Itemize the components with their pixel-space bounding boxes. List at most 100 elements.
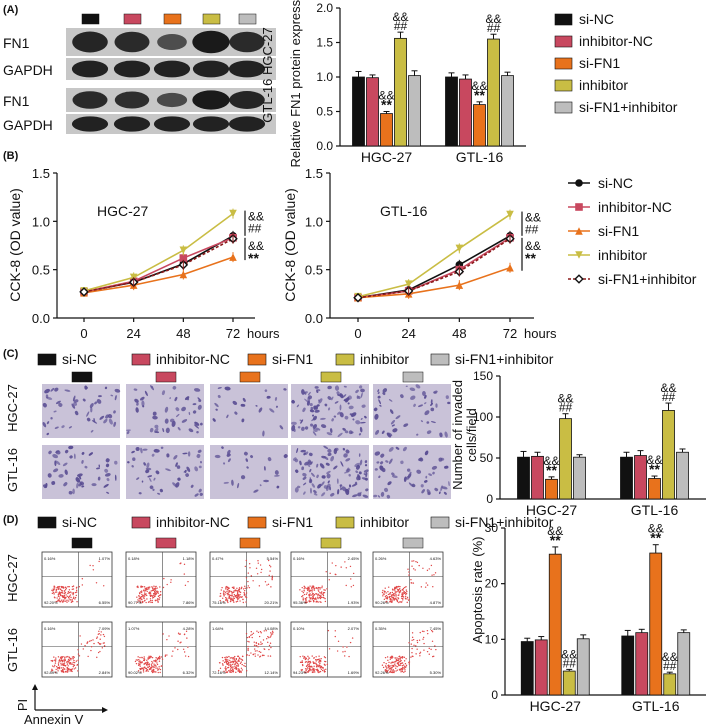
flow-plot-gtl16-dot — [138, 663, 140, 665]
flow-plot-gtl16-dot — [411, 639, 413, 642]
invasion-image-gtl16-cell — [323, 485, 329, 489]
invasion-image-gtl16-cell — [84, 465, 88, 469]
invasion-image-gtl16-cell — [231, 479, 234, 486]
flow-plot-gtl16-dot — [244, 662, 246, 665]
flow-plot-gtl16-dot — [237, 665, 239, 667]
flow-plot-hgc27-dot — [225, 588, 227, 590]
flow-plot-gtl16-dot — [404, 670, 406, 673]
flow-plot-hgc27-dot — [316, 593, 318, 595]
flow-plot-gtl16-dot — [247, 647, 249, 650]
invasion-image-hgc27-cell — [133, 388, 138, 391]
flow-plot-hgc27-dot — [140, 590, 143, 592]
flow-plot-hgc27-dot — [65, 600, 67, 602]
flow-plot-gtl16-dot — [422, 638, 424, 640]
flow-plot-gtl16-dot — [232, 669, 234, 672]
flow-plot-gtl16-dot — [256, 650, 258, 652]
flow-plot-gtl16-dot — [238, 670, 240, 672]
flow-plot-hgc27-dot — [303, 588, 305, 590]
flow-plot-hgc27-dot — [244, 587, 246, 590]
cck8-hgc27-significance-mark: ## — [248, 222, 262, 236]
flow-plot-hgc27-dot — [53, 588, 56, 590]
flow-plot-hgc27-dot — [228, 597, 230, 599]
flow-plot-gtl16-dot — [387, 664, 389, 667]
flow-plot-hgc27-dot — [386, 596, 389, 598]
flow-plot-hgc27-dot — [311, 598, 313, 600]
flow-plot-hgc27-dot — [76, 600, 78, 603]
blot-band — [228, 60, 266, 78]
invasion-image-gtl16-cell — [223, 481, 229, 484]
flow-plot-hgc27-dot — [385, 592, 387, 594]
flow-plot-gtl16-dot — [142, 659, 145, 662]
flow-plot-gtl16-dot — [226, 671, 229, 673]
flow-plot-hgc27-dot — [57, 599, 60, 601]
flow-plot-hgc27-dot — [231, 594, 233, 597]
flow-plot-hgc27-dot — [95, 582, 98, 584]
flow-plot-hgc27-dot — [324, 589, 326, 591]
flow-plot-gtl16-dot — [255, 641, 257, 644]
flow-plot-hgc27-dot — [350, 578, 352, 580]
flow-plot-gtl16-dot — [342, 651, 344, 653]
invasion-image-gtl16-cell — [104, 468, 109, 473]
flow-plot-hgc27-dot — [381, 591, 384, 594]
flow-plot-gtl16-dot — [269, 655, 272, 657]
flow-plot-gtl16-dot — [70, 670, 72, 672]
flow-plot-gtl16-dot — [232, 658, 234, 660]
invasion-category-label: HGC-27 — [526, 502, 578, 518]
legend-label: si-NC — [598, 175, 633, 191]
flow-plot-hgc27-dot — [406, 601, 408, 604]
flow-plot-gtl16-dot — [306, 668, 308, 670]
flow-plot-hgc27-dot — [405, 593, 408, 595]
flow-plot-gtl16-dot — [60, 656, 62, 658]
invasion-image-gtl16-cell — [153, 477, 156, 481]
flow-plot-hgc27-dot — [184, 584, 187, 587]
invasion-image-hgc27-cell — [73, 402, 77, 406]
flow-plot-hgc27-dot — [386, 600, 388, 603]
invasion-image-hgc27-cell — [103, 418, 108, 424]
flow-plot-hgc27-dot — [55, 600, 57, 603]
sample-marker — [239, 371, 261, 383]
flow-plot-hgc27-dot — [312, 593, 314, 595]
flow-plot-gtl16-dot — [69, 662, 72, 664]
flow-plot-gtl16-dot — [54, 671, 57, 673]
flow-plot-gtl16-dot — [143, 667, 145, 669]
flow-plot-gtl16-dot — [351, 637, 354, 639]
invasion-image-gtl16-cell — [293, 457, 297, 461]
legend-label: si-NC — [579, 11, 614, 27]
flow-plot-hgc27-dot — [154, 593, 156, 596]
flow-plot-hgc27-dot — [142, 589, 145, 591]
flow-plot-gtl16-dot — [59, 660, 61, 662]
flow-plot-gtl16-dot — [304, 658, 307, 661]
flow-plot-hgc27-dot — [240, 587, 243, 590]
invasion-image-hgc27-cell — [212, 418, 216, 422]
invasion-image-hgc27-cell — [416, 433, 419, 436]
flow-plot-hgc27-dot — [74, 598, 76, 600]
flow-plot-hgc27-dot — [145, 601, 147, 604]
flow-plot-hgc27-dot — [400, 595, 403, 598]
invasion-image-gtl16-cell — [319, 463, 325, 469]
flow-plot-hgc27-dot — [232, 599, 234, 602]
flow-plot-gtl16-dot — [245, 654, 248, 657]
invasion-significance-mark: ** — [546, 462, 557, 478]
flow-plot-hgc27-q4: 4.87% — [430, 600, 442, 605]
invasion-image-gtl16-cell — [313, 493, 318, 496]
flow-plot-gtl16-dot — [254, 653, 256, 655]
flow-plot-hgc27-dot — [393, 598, 395, 600]
fn1-expression-significance-mark: && — [392, 10, 408, 24]
invasion-significance-mark: && — [660, 381, 676, 395]
blot-row-label: FN1 — [3, 35, 30, 51]
invasion-image-gtl16-cell — [403, 476, 407, 483]
flow-plot-gtl16-dot — [217, 669, 220, 672]
flow-plot-gtl16-dot — [386, 671, 388, 673]
invasion-image-hgc27-cell — [71, 403, 76, 409]
legend-swatch — [247, 353, 267, 366]
flow-plot-hgc27-dot — [158, 597, 161, 599]
invasion-image-hgc27-cell — [415, 384, 421, 389]
flow-plot-hgc27-dot — [239, 600, 241, 602]
flow-plot-gtl16-dot — [57, 663, 60, 665]
flow-plot-hgc27-dot — [149, 586, 151, 588]
flow-plot-gtl16-dot — [301, 664, 304, 666]
flow-plot-hgc27-dot — [62, 601, 64, 603]
flow-plot-gtl16-dot — [64, 657, 66, 659]
flow-plot-gtl16-dot — [171, 655, 173, 657]
flow-plot-gtl16-dot — [168, 635, 170, 637]
